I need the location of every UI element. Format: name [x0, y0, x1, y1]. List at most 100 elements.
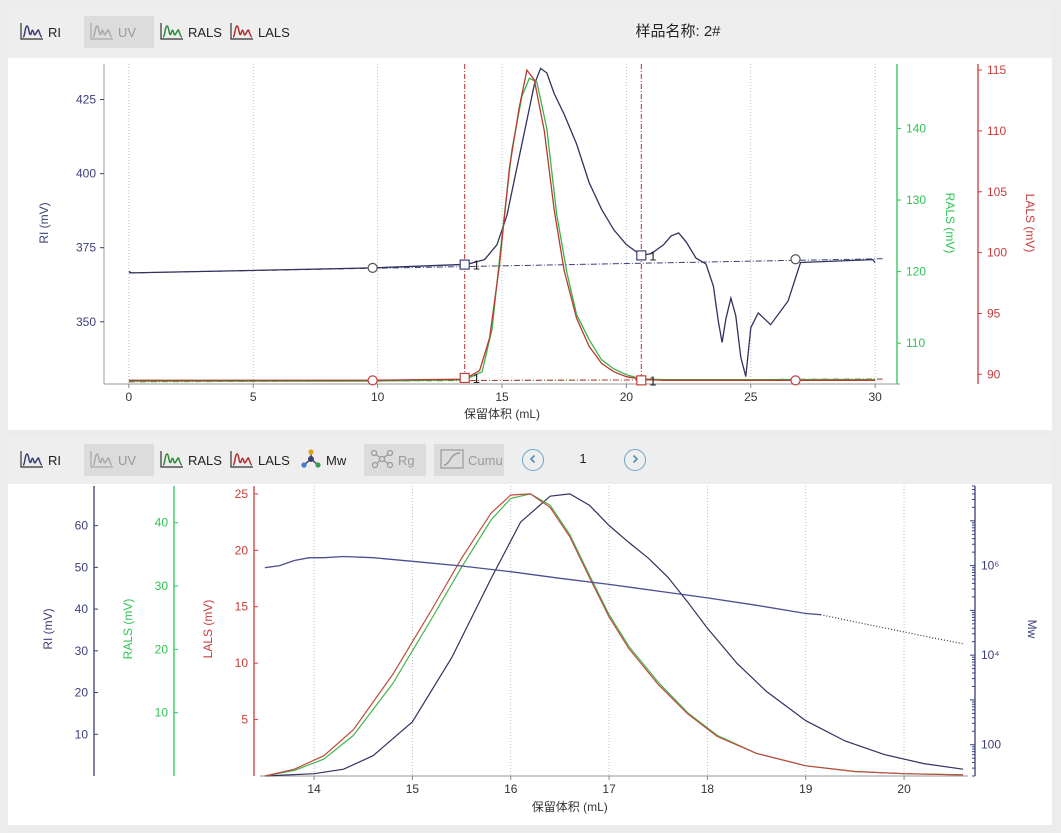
ri-tick-label: 375 [76, 241, 96, 255]
lals-tick-label: 110 [987, 124, 1006, 138]
rals-axis-title: RALS (mV) [121, 599, 135, 660]
x-tick-label: 30 [868, 390, 882, 404]
rals-trace-icon [160, 21, 188, 44]
rals-series [264, 493, 964, 777]
lals-trace-icon [230, 449, 258, 472]
cumu-toggle-button[interactable]: Cumu [434, 444, 504, 476]
rals-tick-label: 110 [906, 336, 925, 350]
x-tick-label: 5 [250, 390, 257, 404]
uv-toggle-label: UV [118, 452, 137, 468]
limit-marker-label: 1 [649, 248, 656, 263]
lals-toggle-button[interactable]: LALS [224, 444, 294, 476]
rals-toggle-button[interactable]: RALS [154, 444, 224, 476]
uv-toggle-button[interactable]: UV [84, 444, 154, 476]
baseline-marker [367, 262, 378, 273]
chevron-right-icon [630, 454, 640, 467]
ri-tick-label: 40 [75, 602, 89, 616]
x-tick-label: 15 [406, 782, 420, 796]
ri-tick-label: 20 [75, 686, 89, 700]
mw-toggle-button[interactable]: Mw [294, 444, 354, 476]
chart-title: 样品名称: 2# [635, 23, 721, 40]
page-number: 1 [579, 451, 587, 466]
uv-toggle-button[interactable]: UV [84, 16, 154, 48]
lals-toggle-label: LALS [258, 452, 290, 468]
ri-toggle-button[interactable]: RI [14, 16, 72, 48]
lals-tick-label: 95 [987, 306, 1001, 320]
rals-tick-label: 20 [155, 642, 169, 656]
lals-tick-label: 15 [235, 600, 249, 614]
x-tick-label: 20 [620, 390, 634, 404]
ri-tick-label: 30 [75, 644, 89, 658]
ri-toggle-label: RI [48, 24, 61, 40]
rals-toggle-label: RALS [188, 452, 222, 468]
x-tick-label: 19 [799, 782, 813, 796]
next-page-button[interactable] [624, 449, 646, 471]
rals-tick-label: 40 [155, 516, 169, 530]
lals-trace-icon [230, 21, 258, 44]
rg-toggle-button[interactable]: Rg [364, 444, 426, 476]
cumu-toggle-label: Cumu [468, 452, 503, 468]
rals-tick-label: 10 [155, 706, 169, 720]
lals-tick-label: 10 [235, 656, 249, 670]
limit-marker-label: 1 [649, 373, 656, 388]
ri-axis-title: RI (mV) [37, 202, 51, 243]
x-tick-label: 25 [744, 390, 758, 404]
ri-toggle-button[interactable]: RI [14, 444, 72, 476]
lals-toggle-button[interactable]: LALS [224, 16, 294, 48]
rals-tick-label: 120 [906, 265, 926, 279]
ri-tick-label: 400 [76, 167, 96, 181]
limit-marker-label: 1 [473, 258, 480, 273]
x-tick-label: 10 [371, 390, 385, 404]
limit-marker-label: 1 [473, 371, 480, 386]
lals-series [264, 493, 964, 777]
rg-toggle-label: Rg [398, 452, 415, 468]
mw-toggle-label: Mw [326, 452, 347, 468]
limit-marker [636, 250, 647, 261]
lals-axis-title: LALS (mV) [1023, 194, 1037, 253]
lals-toggle-label: LALS [258, 24, 290, 40]
uv-trace-icon [90, 21, 118, 44]
limit-marker [459, 259, 470, 270]
rals-tick-label: 130 [906, 193, 926, 207]
mw-tick-label: 100 [981, 738, 1001, 752]
chromatogram-toolbar: RI UV RALS LALS 样品名称: 2# [8, 8, 1052, 58]
ri-axis-title: RI (mV) [41, 608, 55, 649]
x-tick-label: 0 [126, 390, 133, 404]
lals-tick-label: 20 [235, 543, 249, 557]
rals-toggle-label: RALS [188, 24, 222, 40]
molar-mass-toolbar: RI UV RALS LALS Mw [8, 436, 1052, 484]
lals-tick-label: 100 [987, 246, 1007, 260]
previous-page-button[interactable] [522, 449, 544, 471]
rals-tick-label: 30 [155, 579, 169, 593]
chromatogram-chart: 0 5 10 15 20 25 30 保留体积 (mL) 350 375 400 425 RI (mV)… [37, 63, 1037, 421]
ri-trace-icon [20, 21, 48, 44]
uv-trace-icon [90, 449, 118, 472]
rals-toggle-button[interactable]: RALS [154, 16, 224, 48]
x-tick-label: 16 [504, 782, 518, 796]
x-tick-label: 18 [701, 782, 715, 796]
limit-marker [636, 375, 647, 386]
ri-tick-label: 60 [75, 519, 89, 533]
rals-series [128, 77, 876, 382]
ri-series [264, 493, 964, 777]
mw-tick-label: 10⁶ [981, 559, 999, 573]
x-tick-label: 20 [897, 782, 911, 796]
ri-tick-label: 350 [76, 315, 96, 329]
uv-toggle-label: UV [118, 24, 137, 40]
ri-tick-label: 10 [75, 727, 89, 741]
ri-trace-icon [20, 449, 48, 472]
mw-axis-title: Mw [1025, 620, 1039, 639]
rg-network-icon [370, 449, 398, 472]
x-tick-label: 14 [307, 782, 321, 796]
molar-mass-panel: RI UV RALS LALS Mw [8, 436, 1052, 825]
baseline-marker [367, 375, 378, 386]
rals-trace-icon [160, 449, 188, 472]
mw-series [264, 555, 821, 616]
ri-toggle-label: RI [48, 452, 61, 468]
ri-series [128, 67, 876, 377]
ri-tick-label: 425 [76, 93, 96, 107]
lals-tick-label: 90 [987, 367, 1001, 381]
lals-tick-label: 25 [235, 487, 249, 501]
mw-series-extrapolated [820, 614, 964, 645]
limit-marker [459, 372, 470, 384]
